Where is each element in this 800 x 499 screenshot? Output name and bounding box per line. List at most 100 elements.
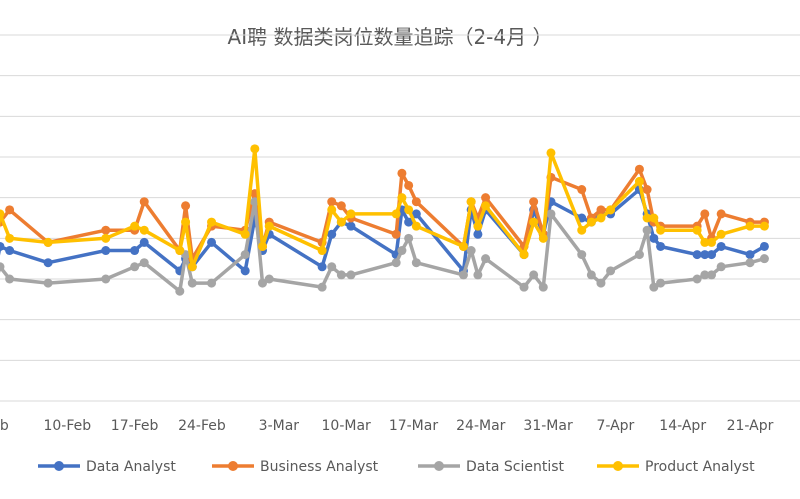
data-point xyxy=(716,241,726,251)
data-point xyxy=(5,233,15,243)
data-point xyxy=(317,282,327,292)
data-point xyxy=(700,237,710,247)
data-point xyxy=(0,241,5,251)
data-point xyxy=(634,250,644,260)
data-point xyxy=(692,225,702,235)
data-point xyxy=(759,221,769,231)
data-point xyxy=(207,278,217,288)
data-point xyxy=(175,246,185,256)
data-point xyxy=(649,282,659,292)
data-point xyxy=(481,193,491,203)
data-point xyxy=(606,205,616,215)
x-axis-ticks: eb 10-Feb 17-Feb 24-Feb 3-Mar 10-Mar 17-Mar 24-… xyxy=(0,418,774,434)
data-point xyxy=(529,197,539,207)
data-point xyxy=(745,221,755,231)
data-point xyxy=(546,209,556,219)
x-tick-label: 31-Mar xyxy=(523,418,573,434)
chart-title: AI聘 数据类岗位数量追踪（2-4月 ） xyxy=(228,25,553,49)
data-point xyxy=(397,168,407,178)
data-point xyxy=(101,233,111,243)
data-point xyxy=(634,176,644,186)
x-tick-label: 14-Apr xyxy=(659,418,706,434)
x-tick-label: 21-Apr xyxy=(727,418,774,434)
data-point xyxy=(642,225,652,235)
data-point xyxy=(139,237,149,247)
data-point xyxy=(411,209,421,219)
data-point xyxy=(473,229,483,239)
legend-label: Product Analyst xyxy=(645,459,755,475)
data-point xyxy=(656,225,666,235)
data-point xyxy=(538,282,548,292)
data-point xyxy=(207,217,217,227)
data-point xyxy=(43,258,53,268)
data-point xyxy=(466,197,476,207)
data-point xyxy=(538,233,548,243)
data-point xyxy=(346,209,356,219)
data-point xyxy=(707,270,717,280)
data-point xyxy=(707,237,717,247)
data-point xyxy=(481,254,491,264)
data-point xyxy=(716,229,726,239)
data-point xyxy=(130,246,140,256)
data-point xyxy=(336,217,346,227)
data-point xyxy=(586,217,596,227)
data-point xyxy=(656,241,666,251)
data-point xyxy=(586,270,596,280)
legend-label: Data Analyst xyxy=(86,459,176,475)
data-point xyxy=(391,258,401,268)
data-point xyxy=(327,197,337,207)
data-point xyxy=(43,237,53,247)
data-point xyxy=(642,213,652,223)
data-point xyxy=(759,254,769,264)
data-point xyxy=(466,246,476,256)
data-point xyxy=(404,233,414,243)
data-point xyxy=(240,266,250,276)
data-point xyxy=(404,180,414,190)
data-point xyxy=(473,270,483,280)
data-point xyxy=(745,250,755,260)
data-point xyxy=(692,250,702,260)
legend: Data Analyst Business Analyst Data Scienti… xyxy=(38,459,755,475)
data-point xyxy=(130,221,140,231)
data-point xyxy=(187,278,197,288)
data-point xyxy=(596,278,606,288)
x-tick-label: 7-Apr xyxy=(596,418,634,434)
data-point xyxy=(707,250,717,260)
data-point xyxy=(101,246,111,256)
data-point xyxy=(130,262,140,272)
data-point xyxy=(700,209,710,219)
data-point xyxy=(5,274,15,284)
legend-item: Data Analyst xyxy=(38,459,176,475)
data-point xyxy=(397,246,407,256)
data-point xyxy=(700,270,710,280)
legend-label: Business Analyst xyxy=(260,459,379,475)
data-point xyxy=(519,282,529,292)
data-point xyxy=(139,197,149,207)
legend-item: Data Scientist xyxy=(418,459,565,475)
data-point xyxy=(577,250,587,260)
data-point xyxy=(397,193,407,203)
data-point xyxy=(481,201,491,211)
data-point xyxy=(327,229,337,239)
data-point xyxy=(596,205,606,215)
data-point xyxy=(43,278,53,288)
data-point xyxy=(529,217,539,227)
data-point xyxy=(759,241,769,251)
data-point xyxy=(5,246,15,256)
data-point xyxy=(606,266,616,276)
data-point xyxy=(391,229,401,239)
data-point xyxy=(649,213,659,223)
data-point xyxy=(391,209,401,219)
legend-item: Business Analyst xyxy=(212,459,379,475)
legend-swatch-marker xyxy=(228,461,238,471)
data-point xyxy=(327,205,337,215)
x-tick-label: 10-Mar xyxy=(322,418,372,434)
data-point xyxy=(700,250,710,260)
data-point xyxy=(745,258,755,268)
data-point xyxy=(411,258,421,268)
data-point xyxy=(577,185,587,195)
legend-swatch-marker xyxy=(434,461,444,471)
data-point xyxy=(240,229,250,239)
data-point xyxy=(101,225,111,235)
legend-swatch-marker xyxy=(54,461,64,471)
